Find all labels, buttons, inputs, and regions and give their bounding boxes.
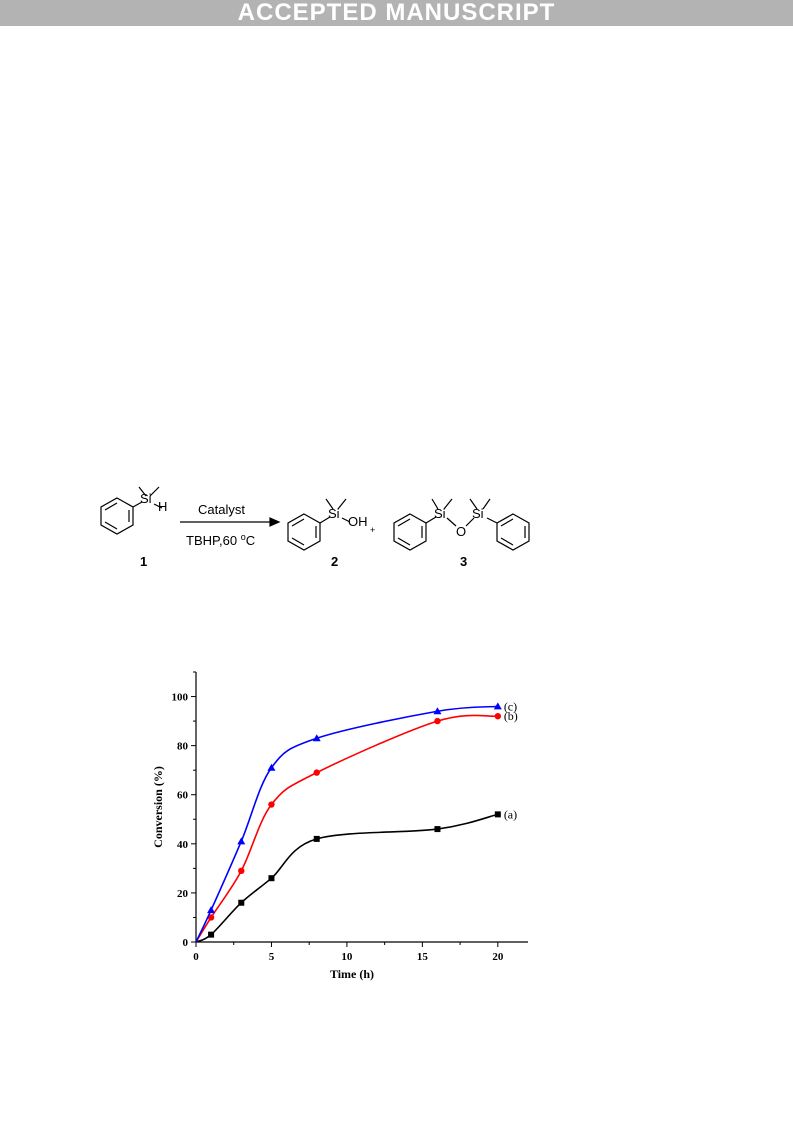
x-axis-label: Time (h) [330, 967, 374, 981]
data-point-square [434, 826, 441, 833]
accepted-manuscript-banner: ACCEPTED MANUSCRIPT [0, 0, 793, 26]
si-atom-3b: Si [472, 506, 484, 521]
x-tick-label: 15 [417, 951, 429, 963]
x-tick-label: 5 [269, 951, 275, 963]
data-point-triangle [207, 906, 216, 914]
series-line-0 [195, 813, 499, 943]
plus-sign: + [370, 525, 375, 535]
conditions-label: TBHP,60 oC [186, 532, 255, 548]
conversion-vs-time-chart: 0 5 10 15 20 0 20 40 60 80 100 Time (h) Conversion (… [151, 671, 528, 981]
catalyst-label: Catalyst [198, 502, 245, 517]
compound-3-label: 3 [460, 554, 467, 569]
x-tick-label: 20 [492, 951, 504, 963]
y-tick-label: 60 [177, 790, 189, 802]
x-tick-label: 10 [341, 951, 353, 963]
series-label: (b) [504, 709, 518, 723]
si-atom-2: Si [328, 506, 340, 521]
y-axis-label: Conversion (%) [151, 766, 165, 848]
series-label: (a) [504, 807, 517, 821]
data-point-circle [238, 867, 245, 875]
y-tick-label: 80 [177, 741, 189, 753]
compound-2-label: 2 [331, 554, 338, 569]
data-point-square [313, 835, 320, 842]
si-atom-1: Si [140, 491, 152, 506]
data-point-square [238, 899, 245, 906]
series-line-2 [195, 705, 498, 943]
data-point-circle [494, 712, 502, 720]
compound-1-label: 1 [140, 554, 147, 569]
h-atom: H [158, 499, 167, 514]
data-point-circle [434, 717, 441, 725]
si-atom-3a: Si [434, 506, 446, 521]
benzene-ring-3b [496, 513, 530, 551]
x-tick-label: 0 [193, 951, 199, 963]
data-point-square [268, 875, 275, 882]
o-atom: O [456, 524, 466, 539]
y-tick-label: 100 [172, 692, 189, 704]
series-label: (c) [504, 699, 517, 713]
oh-group: OH [348, 514, 368, 529]
data-point-triangle [267, 763, 276, 771]
y-tick-label: 20 [177, 888, 189, 900]
data-point-triangle [493, 702, 502, 710]
y-tick-label: 40 [177, 839, 189, 851]
data-point-triangle [312, 734, 321, 742]
data-point-circle [207, 914, 215, 921]
series-line-1 [195, 714, 498, 943]
data-point-square [208, 931, 215, 938]
data-point-square [494, 811, 501, 818]
y-tick-label: 0 [183, 937, 189, 949]
data-point-triangle [433, 707, 442, 715]
data-point-circle [313, 769, 320, 776]
data-point-circle [268, 801, 275, 808]
data-point-triangle [237, 837, 246, 845]
reaction-scheme: Si H Si OH Si O Si + Catalyst TBHP,60 oC… [100, 486, 530, 569]
